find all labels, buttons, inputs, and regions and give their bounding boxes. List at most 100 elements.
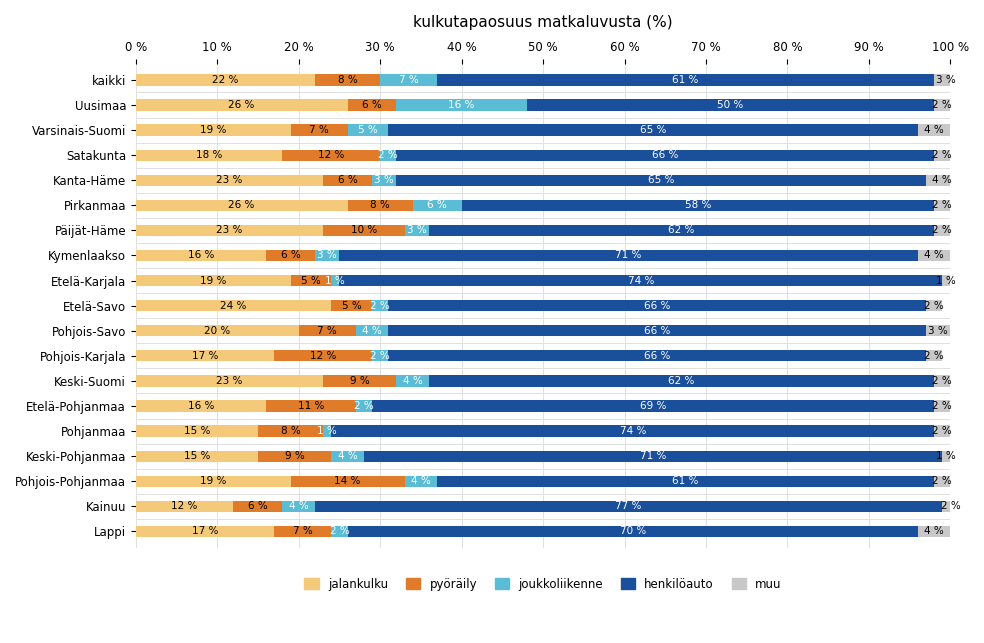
Bar	[136, 175, 323, 186]
Bar	[926, 300, 943, 311]
Bar	[136, 376, 323, 386]
Text: 12 %: 12 %	[318, 150, 344, 160]
Text: 6 %: 6 %	[338, 176, 357, 185]
Bar	[355, 401, 372, 412]
Bar	[461, 200, 934, 211]
Bar	[266, 250, 315, 261]
Bar	[332, 275, 339, 286]
Bar	[372, 350, 389, 361]
Text: 4 %: 4 %	[924, 527, 944, 536]
Bar	[397, 175, 926, 186]
Bar	[275, 526, 332, 537]
Bar	[136, 426, 258, 437]
Bar	[323, 225, 404, 236]
Text: 66 %: 66 %	[652, 150, 679, 160]
Bar	[934, 376, 951, 386]
Text: 7 %: 7 %	[293, 527, 313, 536]
Text: 1 %: 1 %	[317, 426, 338, 436]
Text: 4 %: 4 %	[338, 451, 357, 461]
Text: 2 %: 2 %	[924, 351, 944, 361]
Bar	[332, 526, 347, 537]
Text: 2 %: 2 %	[924, 301, 944, 311]
Text: 8 %: 8 %	[280, 426, 300, 436]
Text: 74 %: 74 %	[628, 276, 654, 285]
Bar	[299, 325, 355, 336]
Text: 62 %: 62 %	[668, 376, 695, 386]
Text: 65 %: 65 %	[648, 176, 674, 185]
Text: 7 %: 7 %	[399, 75, 418, 85]
Text: 2 %: 2 %	[379, 150, 399, 160]
Bar	[934, 75, 958, 86]
Bar	[397, 376, 429, 386]
Text: 19 %: 19 %	[200, 276, 226, 285]
Text: 69 %: 69 %	[640, 401, 666, 411]
Text: 2 %: 2 %	[933, 100, 953, 110]
Bar	[380, 150, 397, 161]
Bar	[282, 501, 315, 512]
Text: 16 %: 16 %	[449, 100, 475, 110]
Bar	[943, 501, 958, 512]
Text: 8 %: 8 %	[370, 201, 390, 210]
Bar	[339, 275, 943, 286]
Bar	[926, 175, 958, 186]
Bar	[347, 526, 918, 537]
Bar	[355, 325, 389, 336]
Text: 26 %: 26 %	[228, 100, 255, 110]
Text: 71 %: 71 %	[615, 251, 642, 260]
Text: 10 %: 10 %	[350, 226, 377, 235]
Text: 3 %: 3 %	[407, 226, 427, 235]
Bar	[339, 250, 918, 261]
Bar	[412, 200, 461, 211]
Text: 2 %: 2 %	[933, 401, 953, 411]
Text: 8 %: 8 %	[338, 75, 357, 85]
Text: 2 %: 2 %	[370, 351, 390, 361]
Text: 3 %: 3 %	[317, 251, 338, 260]
Text: 6 %: 6 %	[280, 251, 300, 260]
Bar	[323, 175, 372, 186]
Text: 4 %: 4 %	[362, 326, 382, 336]
Bar	[136, 150, 282, 161]
Bar	[429, 376, 934, 386]
Bar	[437, 476, 934, 487]
Bar	[136, 100, 347, 111]
Text: 50 %: 50 %	[717, 100, 744, 110]
Text: 23 %: 23 %	[216, 376, 243, 386]
Bar	[397, 100, 526, 111]
Text: 3 %: 3 %	[374, 176, 394, 185]
Text: 4 %: 4 %	[288, 502, 309, 511]
Text: 2 %: 2 %	[330, 527, 349, 536]
Bar	[290, 476, 404, 487]
Text: 61 %: 61 %	[672, 75, 699, 85]
Text: 5 %: 5 %	[341, 301, 361, 311]
Bar	[136, 401, 266, 412]
Text: 6 %: 6 %	[248, 502, 268, 511]
Bar	[943, 451, 951, 462]
Bar	[315, 75, 380, 86]
Text: 18 %: 18 %	[196, 150, 222, 160]
Text: 66 %: 66 %	[644, 326, 670, 336]
Bar	[404, 476, 437, 487]
Bar	[943, 275, 951, 286]
Text: 70 %: 70 %	[620, 527, 646, 536]
Bar	[372, 175, 397, 186]
Bar	[323, 426, 332, 437]
Text: 4 %: 4 %	[924, 125, 944, 135]
Text: 1 %: 1 %	[937, 276, 956, 285]
Text: 1 %: 1 %	[326, 276, 345, 285]
Text: 17 %: 17 %	[192, 527, 218, 536]
Bar	[136, 501, 233, 512]
Bar	[290, 275, 332, 286]
Bar	[275, 350, 372, 361]
Bar	[926, 350, 943, 361]
Text: 9 %: 9 %	[350, 376, 370, 386]
Bar	[136, 300, 332, 311]
Bar	[347, 200, 412, 211]
Bar	[136, 476, 290, 487]
Bar	[332, 451, 364, 462]
Text: 6 %: 6 %	[362, 100, 382, 110]
Text: 16 %: 16 %	[188, 251, 215, 260]
Text: 9 %: 9 %	[284, 451, 304, 461]
Text: 3 %: 3 %	[937, 75, 956, 85]
Bar	[526, 100, 934, 111]
Text: 2 %: 2 %	[933, 476, 953, 486]
